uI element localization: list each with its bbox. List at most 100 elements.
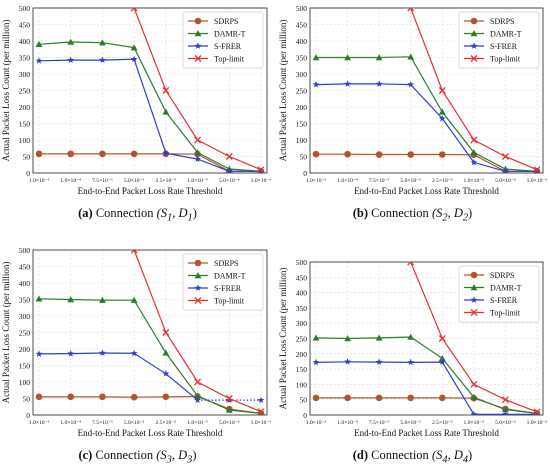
series-line-s-frer xyxy=(38,352,198,401)
legend-label: SDRPS xyxy=(214,17,238,26)
data-point-sdrps xyxy=(130,393,138,401)
caption-d: (d) Connection (S4, D4) xyxy=(352,448,473,466)
y-tick-label: 200 xyxy=(296,103,308,112)
data-point-top-limit xyxy=(225,153,233,160)
data-point-s-frer xyxy=(99,56,106,64)
legend-marker xyxy=(470,55,478,62)
data-point-top-limit xyxy=(194,378,202,386)
legend-marker xyxy=(194,42,202,49)
data-point-s-frer xyxy=(257,396,265,404)
legend-marker xyxy=(470,309,478,316)
y-tick-label: 150 xyxy=(19,120,31,129)
y-tick-label: 150 xyxy=(296,120,308,129)
y-axis-label: Actual Packet Loss Count (per million) xyxy=(278,20,288,162)
x-tick-label: 2.5×10⁻⁵ xyxy=(432,420,453,426)
y-tick-label: 350 xyxy=(296,54,308,63)
data-point-s-frer xyxy=(225,167,233,173)
x-tick-label: 5.0×10⁻⁵ xyxy=(400,178,421,184)
legend-marker xyxy=(470,284,478,291)
y-tick-label: 300 xyxy=(296,70,308,79)
y-tick-label: 200 xyxy=(19,103,31,112)
y-tick-label: 300 xyxy=(296,319,308,328)
legend-marker xyxy=(470,296,478,303)
data-point-damr-t xyxy=(194,392,201,399)
data-point-damr-t xyxy=(35,295,43,302)
x-axis-label: End-to-End Packet Loss Rate Threshold xyxy=(354,428,499,438)
x-tick-label: 7.5×10⁻⁵ xyxy=(369,178,390,184)
data-point-damr-t xyxy=(438,354,446,362)
legend-marker xyxy=(194,297,202,304)
data-point-damr-t xyxy=(130,44,138,51)
data-point-sdrps xyxy=(344,394,351,402)
data-point-sdrps xyxy=(35,393,43,401)
legend-label: Top-limit xyxy=(490,309,521,318)
series-line-damr-t xyxy=(38,41,262,172)
series-line-sdrps xyxy=(39,395,262,414)
series-group xyxy=(312,262,541,415)
data-point-sdrps xyxy=(130,150,138,158)
data-point-sdrps xyxy=(312,394,320,402)
x-tick-label: 1.0×10⁻⁴ xyxy=(337,178,358,184)
data-point-top-limit xyxy=(501,153,509,160)
legend-label: DAMR-T xyxy=(214,272,246,281)
y-tick-label: 50 xyxy=(23,153,31,162)
data-point-damr-t xyxy=(312,334,320,341)
y-tick-label: 0 xyxy=(303,169,307,178)
data-point-damr-t xyxy=(67,38,75,45)
x-axis-label: End-to-End Packet Loss Rate Threshold xyxy=(354,186,499,196)
y-tick-label: 150 xyxy=(19,362,31,371)
y-tick-label: 350 xyxy=(19,54,31,63)
chart-3: 0 50 100 150 200 250 300 350 400 450 500 1.0×10⁻³ 1.… xyxy=(278,258,547,438)
data-point-s-frer xyxy=(407,358,415,366)
y-tick-label: 450 xyxy=(296,273,308,282)
data-point-top-limit xyxy=(501,396,509,404)
y-tick-label: 250 xyxy=(19,87,31,96)
chart-2: 0 50 100 150 200 250 300 350 400 450 500 1.0×10⁻³ 1.… xyxy=(1,246,271,438)
data-point-s-frer xyxy=(438,358,446,365)
data-point-s-frer xyxy=(225,396,233,404)
x-tick-label: 5.0×10⁻⁵ xyxy=(400,420,421,426)
data-point-top-limit xyxy=(470,136,478,144)
x-tick-label: 1.0×10⁻³ xyxy=(306,420,327,426)
data-point-top-limit xyxy=(130,250,138,254)
legend-label: SDRPS xyxy=(490,17,514,26)
legend-label: SDRPS xyxy=(214,259,238,268)
data-point-damr-t xyxy=(130,296,138,303)
legend-marker xyxy=(470,42,478,49)
series-line-damr-t xyxy=(316,56,538,172)
data-point-sdrps xyxy=(438,394,446,402)
y-tick-label: 350 xyxy=(296,304,308,313)
x-tick-label: 7.5×10⁻⁵ xyxy=(92,420,113,426)
data-point-top-limit xyxy=(194,136,202,144)
series-line-s-frer xyxy=(315,361,537,415)
data-point-sdrps xyxy=(344,150,351,158)
legend-label: S-FRER xyxy=(490,296,518,305)
data-point-top-limit xyxy=(470,380,478,388)
data-point-s-frer xyxy=(35,57,43,64)
x-tick-label: 1.0×10⁻⁴ xyxy=(337,420,358,426)
y-tick-label: 0 xyxy=(303,411,307,420)
series-group xyxy=(35,250,265,415)
y-tick-label: 200 xyxy=(296,350,308,359)
x-axis-label: End-to-End Packet Loss Rate Threshold xyxy=(78,186,223,196)
x-tick-label: 1.0×10⁻⁶ xyxy=(251,420,272,426)
chart-1: 0 50 100 150 200 250 300 350 400 450 500 1.0×10⁻³ 1.… xyxy=(278,4,547,196)
plot-frame xyxy=(309,7,544,174)
series-line-damr-t xyxy=(315,336,538,415)
y-tick-label: 450 xyxy=(19,263,31,272)
data-point-sdrps xyxy=(162,393,170,401)
data-point-damr-t xyxy=(312,54,320,61)
y-tick-label: 50 xyxy=(23,395,31,404)
data-point-s-frer xyxy=(162,370,170,377)
legend-label: DAMR-T xyxy=(490,284,522,293)
data-point-top-limit xyxy=(162,329,170,336)
y-tick-label: 500 xyxy=(296,258,308,267)
legend: SDRPS DAMR-T S-FRER Top-limit xyxy=(182,253,264,311)
x-tick-label: 1.0×10⁻⁵ xyxy=(464,178,485,184)
data-point-s-frer xyxy=(375,80,383,87)
data-point-damr-t xyxy=(438,108,446,115)
x-tick-label: 1.0×10⁻⁶ xyxy=(527,178,548,184)
x-tick-label: 5.0×10⁻⁶ xyxy=(219,420,240,426)
y-tick-label: 50 xyxy=(300,396,308,405)
